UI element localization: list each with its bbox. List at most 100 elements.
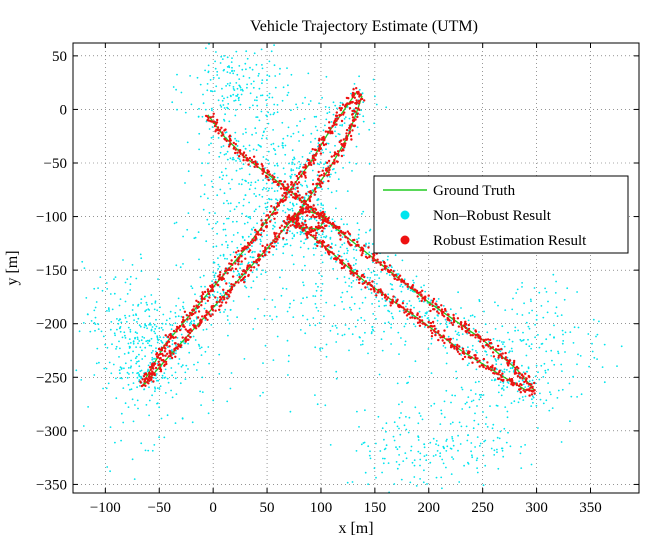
- robust-point: [217, 284, 220, 287]
- robust-point: [256, 165, 259, 169]
- non-robust-point: [489, 405, 491, 407]
- non-robust-point: [268, 60, 271, 63]
- robust-point: [471, 334, 474, 337]
- non-robust-point: [140, 257, 143, 260]
- robust-point: [164, 354, 167, 357]
- non-robust-point: [551, 407, 554, 409]
- robust-point: [242, 159, 245, 162]
- robust-point: [244, 257, 247, 260]
- robust-point: [512, 381, 515, 385]
- robust-point: [267, 216, 271, 219]
- x-tick-label: −50: [148, 500, 171, 516]
- non-robust-point: [156, 336, 159, 339]
- non-robust-point: [337, 133, 340, 135]
- non-robust-point: [118, 319, 120, 322]
- non-robust-point: [190, 103, 193, 106]
- robust-point: [244, 154, 248, 157]
- non-robust-point: [442, 305, 445, 307]
- non-robust-point: [145, 309, 148, 311]
- robust-point: [501, 352, 504, 355]
- robust-point: [345, 128, 349, 132]
- robust-point: [374, 259, 377, 262]
- non-robust-point: [552, 273, 555, 276]
- non-robust-point: [180, 315, 183, 318]
- non-robust-point: [226, 150, 229, 153]
- non-robust-point: [220, 171, 223, 174]
- robust-point: [281, 198, 284, 201]
- robust-point: [326, 219, 330, 222]
- robust-point: [309, 195, 312, 199]
- non-robust-point: [238, 272, 240, 275]
- robust-point: [316, 240, 319, 244]
- robust-point: [290, 193, 293, 197]
- non-robust-point: [282, 137, 285, 140]
- non-robust-point: [442, 462, 445, 465]
- non-robust-point: [484, 439, 487, 442]
- non-robust-point: [167, 346, 169, 349]
- non-robust-point: [383, 438, 385, 441]
- robust-point: [213, 124, 217, 128]
- non-robust-point: [519, 452, 522, 455]
- non-robust-point: [334, 244, 337, 247]
- robust-point: [231, 267, 234, 270]
- non-robust-point: [447, 335, 450, 338]
- robust-point: [445, 338, 449, 341]
- robust-point: [326, 221, 330, 224]
- robust-point: [370, 284, 373, 288]
- non-robust-point: [180, 91, 183, 94]
- grid-lines: [73, 43, 639, 493]
- robust-point: [466, 329, 469, 332]
- non-robust-point: [262, 269, 264, 272]
- non-robust-point: [302, 314, 304, 317]
- non-robust-point: [174, 422, 177, 424]
- non-robust-point: [556, 397, 559, 399]
- robust-point: [268, 251, 271, 254]
- non-robust-point: [120, 439, 122, 442]
- robust-point: [411, 312, 414, 315]
- non-robust-point: [262, 156, 265, 158]
- non-robust-point: [471, 454, 473, 457]
- non-robust-point: [226, 258, 229, 260]
- non-robust-point: [211, 185, 214, 188]
- robust-point: [161, 352, 164, 356]
- robust-point: [343, 232, 346, 236]
- non-robust-point: [176, 337, 179, 339]
- robust-point: [286, 218, 289, 221]
- robust-point: [361, 247, 364, 250]
- non-robust-point: [254, 317, 256, 320]
- robust-point: [332, 252, 335, 255]
- non-robust-point: [503, 371, 506, 373]
- non-robust-point: [174, 322, 177, 324]
- robust-point: [270, 213, 274, 216]
- non-robust-point: [156, 341, 159, 344]
- non-robust-point: [130, 388, 133, 391]
- robust-point: [464, 322, 468, 326]
- robust-point: [317, 147, 320, 150]
- robust-point: [437, 306, 441, 309]
- non-robust-point: [430, 342, 433, 345]
- non-robust-point: [459, 443, 462, 445]
- non-robust-point: [144, 310, 147, 313]
- robust-point: [350, 123, 353, 126]
- non-robust-point: [357, 237, 360, 240]
- non-robust-point: [171, 101, 174, 104]
- non-robust-point: [264, 127, 267, 130]
- non-robust-point: [94, 316, 97, 319]
- non-robust-point: [136, 399, 139, 402]
- non-robust-point: [187, 170, 190, 173]
- robust-point: [226, 272, 229, 275]
- robust-point: [246, 267, 249, 271]
- non-robust-point: [302, 134, 304, 137]
- robust-point: [421, 289, 424, 292]
- robust-point: [482, 338, 486, 342]
- non-robust-point: [343, 154, 345, 157]
- non-robust-point: [455, 370, 457, 373]
- non-robust-point: [296, 124, 298, 127]
- non-robust-point: [245, 215, 248, 218]
- non-robust-point: [511, 366, 514, 369]
- non-robust-point: [240, 183, 243, 186]
- robust-point: [152, 380, 155, 383]
- non-robust-point: [337, 250, 340, 253]
- non-robust-point: [519, 338, 522, 341]
- non-robust-point: [242, 133, 245, 135]
